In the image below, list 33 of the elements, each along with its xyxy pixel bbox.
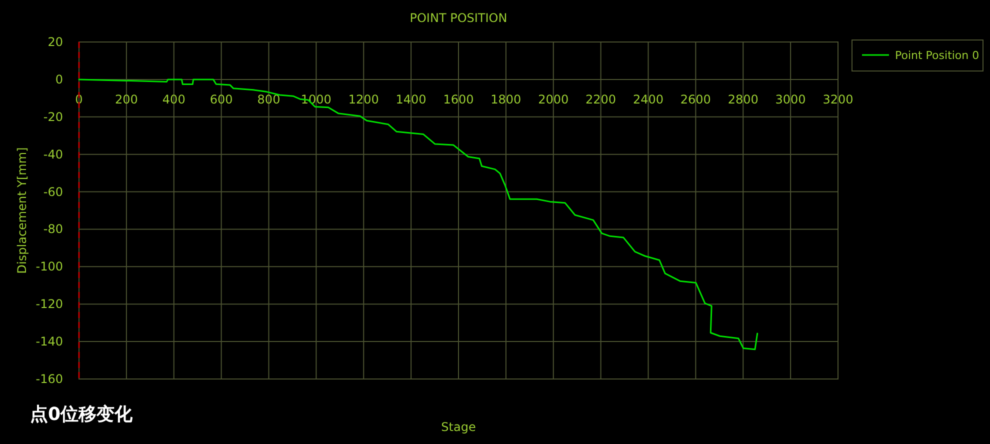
y-tick-label: -140 — [36, 334, 63, 349]
x-tick-label: 3200 — [822, 92, 854, 106]
y-tick-label: -120 — [36, 297, 63, 312]
y-tick-label: -100 — [36, 260, 63, 274]
x-tick-label: 2200 — [586, 92, 616, 106]
x-tick-label: 1600 — [443, 92, 474, 106]
x-tick-label: 3000 — [775, 92, 806, 106]
line-series — [78, 78, 758, 350]
x-tick-label: 800 — [257, 92, 280, 106]
x-tick-label: 200 — [114, 92, 138, 106]
y-tick-label: -80 — [43, 222, 63, 236]
y-axis-title: Displacement Y[mm] — [15, 147, 29, 274]
x-tick-label: 400 — [162, 92, 186, 106]
text: 点0位移变化 — [30, 404, 134, 425]
x-tick-label: 1800 — [490, 92, 522, 106]
x-tick-label: 1400 — [396, 92, 426, 106]
legend: Point Position 0 — [852, 40, 984, 72]
x-tick-label: 2400 — [632, 92, 664, 106]
x-tick-label: 2000 — [538, 92, 569, 106]
x-tick-label: 600 — [210, 92, 233, 106]
x-tick-label: 1000 — [300, 92, 332, 106]
x-tick-label: 2600 — [680, 92, 711, 106]
x-tick-label: 1200 — [348, 92, 379, 106]
legend-label: Point Position 0 — [895, 49, 980, 62]
y-tick-label: -60 — [43, 184, 63, 199]
y-tick-label: -20 — [43, 110, 63, 124]
y-tick-label: 20 — [48, 35, 63, 49]
y-tick-label: -160 — [36, 372, 63, 386]
x-axis-title: Stage — [441, 420, 476, 434]
chart-title: POINT POSITION — [410, 11, 508, 25]
x-tick-label: 2800 — [728, 92, 758, 106]
y-tick-label: 0 — [55, 72, 63, 86]
y-tick-label: -40 — [43, 147, 63, 162]
